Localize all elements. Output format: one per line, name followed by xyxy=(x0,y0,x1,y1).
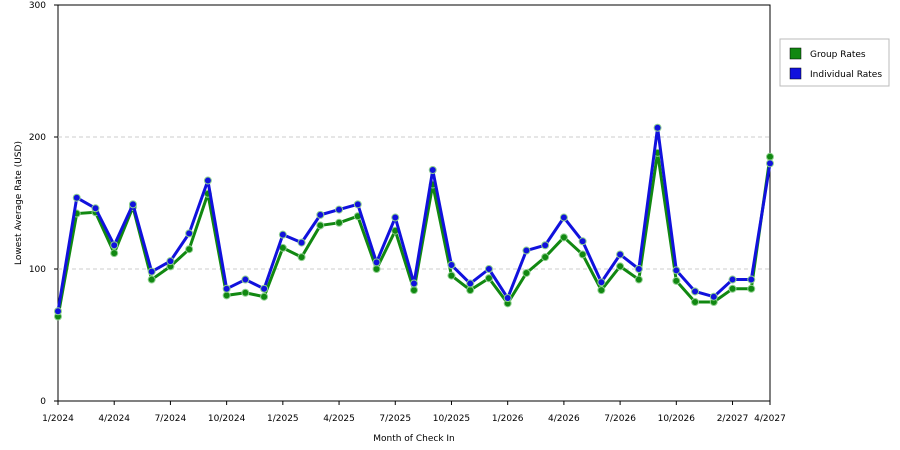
individual-rates-point xyxy=(353,200,362,209)
group-rates-point xyxy=(522,268,531,277)
individual-rates-point xyxy=(410,279,418,288)
x-tick-label: 2/2027 xyxy=(717,414,749,424)
group-rates-point xyxy=(316,221,325,230)
individual-rates-point xyxy=(616,250,625,259)
group-rates-point xyxy=(147,275,156,284)
individual-rates-point xyxy=(110,241,119,250)
individual-rates-point xyxy=(428,166,437,174)
individual-rates-point xyxy=(297,238,306,247)
individual-rates-point xyxy=(166,257,175,266)
x-tick-label: 4/2024 xyxy=(98,414,130,424)
x-tick-label: 10/2025 xyxy=(433,414,470,424)
individual-rates-point xyxy=(278,230,287,239)
group-rates-point xyxy=(747,284,756,293)
legend-label-individual-rates: Individual Rates xyxy=(810,70,882,80)
individual-rates-point xyxy=(578,237,587,246)
y-tick-label: 300 xyxy=(29,1,46,11)
x-tick-label: 4/2027 xyxy=(754,414,786,424)
x-tick-label: 10/2024 xyxy=(208,414,246,424)
group-rates-point xyxy=(110,249,119,258)
group-rates-point xyxy=(297,253,306,262)
group-rates-point xyxy=(672,276,681,285)
x-tick-label: 1/2026 xyxy=(492,414,524,424)
group-rates-point xyxy=(597,286,606,295)
individual-rates-point xyxy=(522,246,531,255)
individual-rates-point xyxy=(466,279,475,288)
individual-rates-point xyxy=(691,287,700,296)
individual-rates-point xyxy=(709,292,718,301)
individual-rates-point xyxy=(503,294,512,303)
group-rates-point xyxy=(728,284,737,293)
individual-rates-point xyxy=(147,267,156,276)
individual-rates-point xyxy=(316,210,325,219)
group-rates-point xyxy=(260,292,269,301)
group-rates-point xyxy=(410,286,418,295)
group-rates-point xyxy=(372,265,381,273)
x-tick-label: 1/2025 xyxy=(267,414,299,424)
group-rates-point xyxy=(616,262,625,271)
individual-rates-point xyxy=(541,241,550,250)
individual-rates-point xyxy=(185,229,194,238)
x-tick-label: 4/2025 xyxy=(323,414,355,424)
legend-swatch-group-rates xyxy=(789,47,802,60)
group-rates-point xyxy=(466,286,475,295)
x-tick-label: 4/2026 xyxy=(548,414,580,424)
individual-rates-point xyxy=(447,261,456,270)
group-rates-point xyxy=(559,233,568,242)
individual-rates-point xyxy=(672,266,681,275)
individual-rates-point xyxy=(91,204,100,213)
y-tick-label: 100 xyxy=(29,265,46,275)
individual-rates-point xyxy=(128,200,137,209)
individual-rates-point xyxy=(766,159,774,168)
group-rates-point xyxy=(578,250,587,259)
individual-rates-point xyxy=(372,258,381,267)
x-tick-label: 7/2024 xyxy=(155,414,187,424)
individual-rates-point xyxy=(634,265,643,273)
group-rates-point xyxy=(335,218,344,227)
individual-rates-point xyxy=(597,278,606,287)
group-rates-point xyxy=(541,253,550,262)
legend-swatch-individual-rates xyxy=(789,67,802,80)
group-rates-point xyxy=(241,288,250,297)
individual-rates-point xyxy=(203,176,212,185)
y-tick-label: 200 xyxy=(29,133,46,143)
x-tick-label: 10/2026 xyxy=(658,414,696,424)
y-tick-label: 0 xyxy=(40,397,46,407)
plot-frame xyxy=(57,4,771,402)
individual-rates-point xyxy=(72,193,81,202)
individual-rates-point xyxy=(335,205,344,214)
x-tick-label: 7/2025 xyxy=(379,414,411,424)
individual-rates-point xyxy=(260,284,269,293)
individual-rates-point xyxy=(747,275,756,284)
individual-rates-point xyxy=(391,213,400,222)
individual-rates-point xyxy=(484,265,493,273)
individual-rates-point xyxy=(653,123,662,132)
group-rates-point xyxy=(766,152,774,161)
group-rates-point xyxy=(447,271,456,280)
group-rates-point xyxy=(484,274,493,283)
group-rates-point xyxy=(185,245,194,254)
individual-rates-point xyxy=(54,307,62,316)
group-rates-point xyxy=(634,275,643,284)
individual-rates-point xyxy=(241,275,250,284)
group-rates-point xyxy=(222,291,231,300)
individual-rates-point xyxy=(222,284,231,293)
group-rates-point xyxy=(691,298,700,306)
x-tick-label: 7/2026 xyxy=(604,414,636,424)
x-tick-label: 1/2024 xyxy=(42,414,74,424)
legend-label-group-rates: Group Rates xyxy=(810,50,866,60)
individual-rates-point xyxy=(559,213,568,222)
y-axis-title: Lowest Average Rate (USD) xyxy=(14,141,24,265)
individual-rates-point xyxy=(728,275,737,284)
x-axis-title: Month of Check In xyxy=(373,434,455,444)
